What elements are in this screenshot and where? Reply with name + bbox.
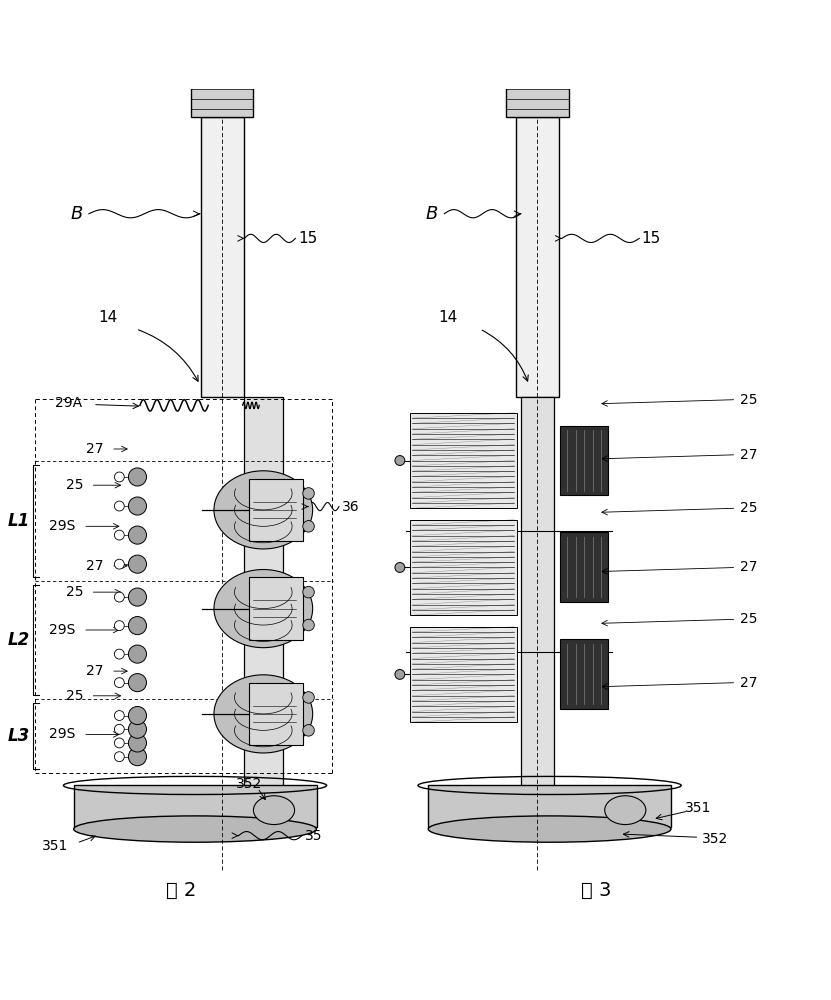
Circle shape [115,530,125,540]
Circle shape [115,649,125,659]
Bar [521,397,553,800]
Circle shape [128,748,146,766]
Text: 15: 15 [642,231,661,246]
Bar [410,627,517,722]
Text: 27: 27 [86,664,103,678]
Text: 14: 14 [439,310,458,325]
Text: 25: 25 [740,612,758,626]
Circle shape [115,711,125,720]
Bar [560,426,608,495]
Text: 图 3: 图 3 [582,881,612,900]
Text: B: B [425,205,438,223]
Bar [560,532,608,602]
Text: L2: L2 [7,631,30,649]
Circle shape [115,621,125,631]
Text: 25: 25 [740,501,758,515]
Text: 352: 352 [236,777,263,791]
Circle shape [128,468,146,486]
Circle shape [115,724,125,734]
Bar [249,479,302,541]
Text: 36: 36 [342,500,359,514]
Circle shape [395,669,405,679]
Ellipse shape [253,796,294,825]
Text: 351: 351 [686,802,711,816]
Text: 352: 352 [702,832,728,846]
Bar [560,639,608,709]
Text: B: B [71,205,83,223]
Bar [243,397,283,800]
Circle shape [115,472,125,482]
Circle shape [302,586,314,598]
Ellipse shape [214,675,312,753]
Ellipse shape [214,570,312,648]
Circle shape [302,692,314,703]
Circle shape [128,617,146,635]
Bar [410,413,517,508]
Text: L3: L3 [7,727,30,745]
Circle shape [128,706,146,725]
Text: 25: 25 [740,393,758,407]
Circle shape [115,501,125,511]
Text: 27: 27 [740,676,758,690]
Bar [506,83,568,117]
Bar [201,117,243,397]
Bar [516,117,558,397]
Text: 25: 25 [66,478,84,492]
Bar [249,683,302,745]
Ellipse shape [605,796,646,825]
Ellipse shape [74,816,317,842]
Circle shape [128,674,146,692]
Circle shape [115,592,125,602]
Circle shape [115,738,125,748]
Circle shape [302,488,314,499]
Text: 29S: 29S [48,519,75,533]
Circle shape [302,619,314,631]
Ellipse shape [428,816,671,842]
Bar [74,785,317,827]
Bar [428,785,671,827]
Bar [249,577,302,640]
Circle shape [128,720,146,738]
Ellipse shape [214,471,312,549]
Text: 14: 14 [99,310,118,325]
Circle shape [395,456,405,465]
Circle shape [128,588,146,606]
Circle shape [128,734,146,752]
Text: 35: 35 [304,829,322,843]
Circle shape [115,678,125,688]
Circle shape [128,645,146,663]
Circle shape [302,521,314,532]
Text: L1: L1 [7,512,30,530]
Circle shape [128,497,146,515]
Circle shape [302,725,314,736]
Text: 351: 351 [42,839,68,853]
Circle shape [115,752,125,762]
Text: 29S: 29S [48,623,75,637]
Circle shape [128,555,146,573]
Bar [410,520,517,615]
Circle shape [395,563,405,572]
Text: 27: 27 [740,560,758,574]
Circle shape [115,559,125,569]
Text: 15: 15 [298,231,318,246]
Text: 图 2: 图 2 [166,881,196,900]
Circle shape [128,526,146,544]
Text: 27: 27 [86,559,103,573]
Text: 29A: 29A [55,396,82,410]
Text: 25: 25 [66,689,84,703]
Bar [191,83,253,117]
Text: 27: 27 [740,448,758,462]
Text: 27: 27 [86,442,103,456]
Text: 25: 25 [66,585,84,599]
Text: 29S: 29S [48,727,75,741]
